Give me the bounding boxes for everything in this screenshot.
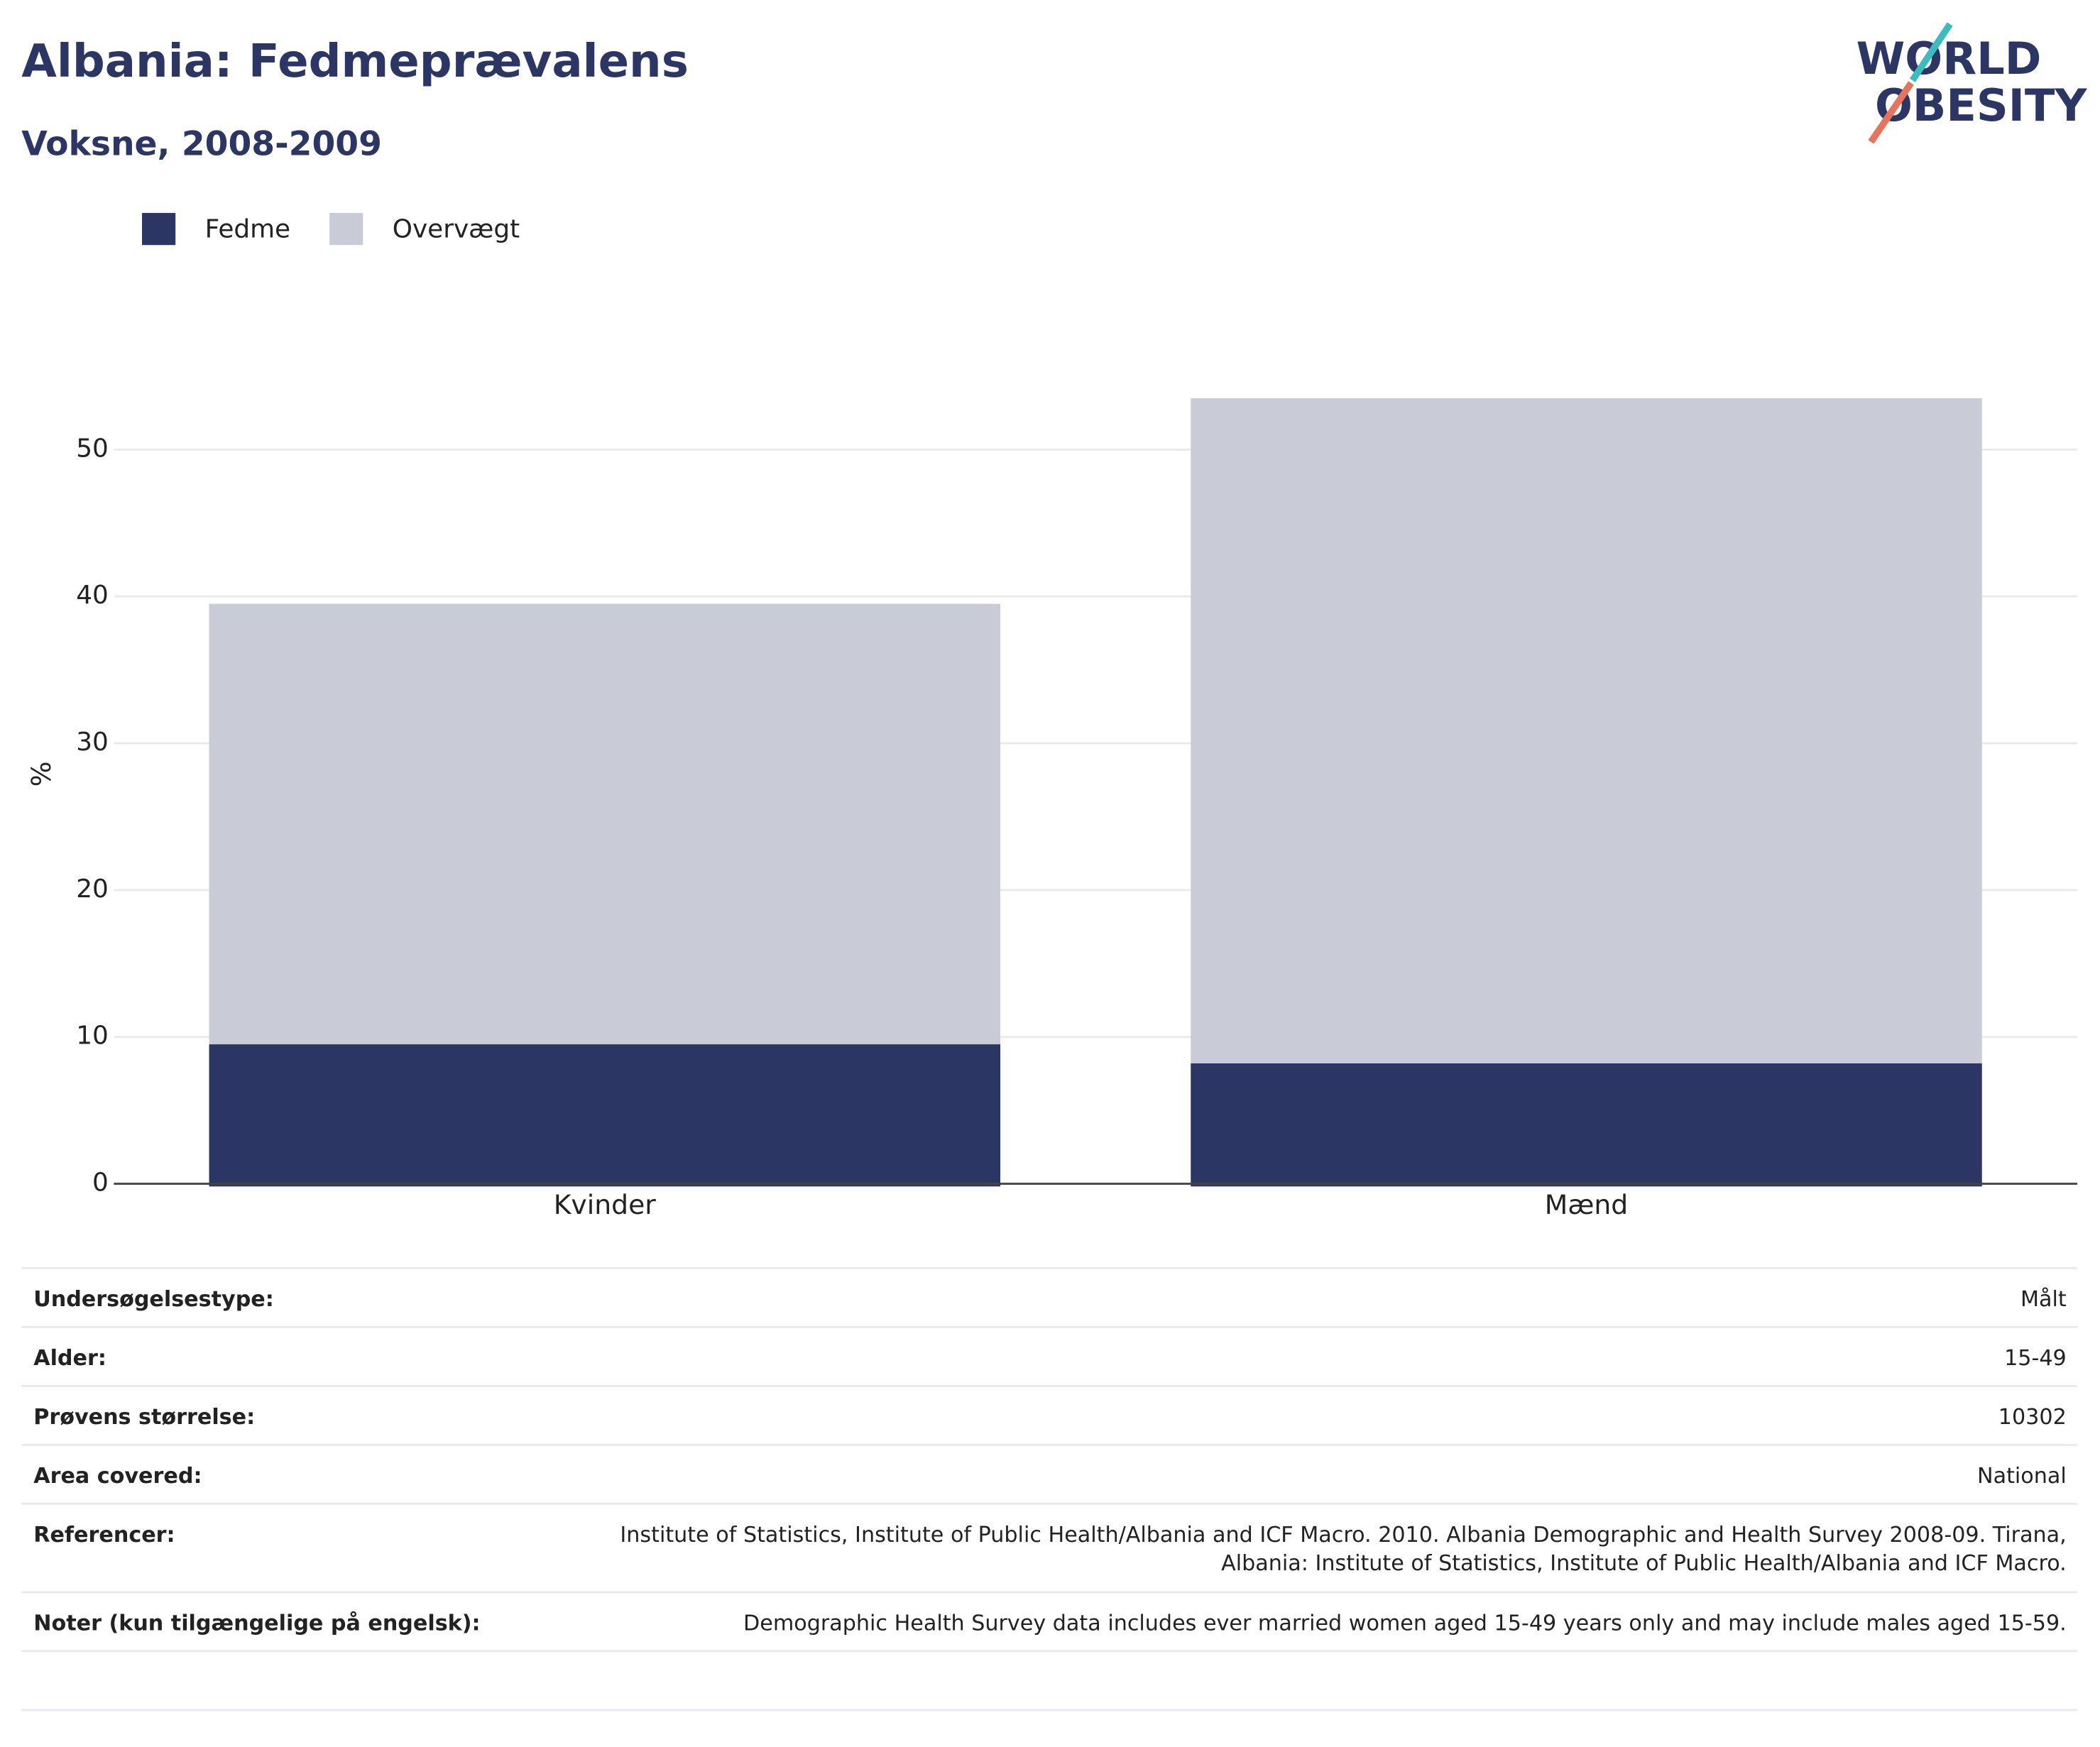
logo-slash bbox=[1868, 81, 1914, 144]
row-value: Demographic Health Survey data includes … bbox=[743, 1611, 2067, 1636]
row-value: Målt bbox=[2020, 1287, 2067, 1312]
legend-swatch bbox=[329, 212, 363, 246]
row-value: National bbox=[1977, 1464, 2067, 1489]
x-tick-label: Kvinder bbox=[554, 1189, 657, 1220]
row-value: 10302 bbox=[1998, 1405, 2067, 1430]
row-label: Referencer: bbox=[33, 1523, 175, 1548]
legend-swatch bbox=[142, 212, 176, 246]
x-tick-label: Mænd bbox=[1545, 1189, 1628, 1220]
info-table: Undersøgelsestype: Målt Alder: 15-49 Prøvens… bbox=[21, 1267, 2077, 1712]
y-tick-label: 0 bbox=[92, 1168, 109, 1198]
legend-label: Fedme bbox=[205, 214, 290, 243]
y-axis-label: % bbox=[26, 761, 57, 787]
chart-title: Albania: Fedmeprævalens bbox=[21, 35, 689, 88]
y-tick-label: 30 bbox=[76, 728, 109, 757]
plot: 0 10 20 30 40 50 Fedme Overvægt Kvinder Mænd bbox=[76, 212, 2077, 1220]
logo-slash bbox=[1909, 22, 1953, 82]
row-label: Noter (kun tilgængelige på engelsk): bbox=[33, 1611, 480, 1636]
row-label: Undersøgelsestype: bbox=[33, 1287, 274, 1312]
bar-segment bbox=[209, 603, 1001, 1045]
row-label: Prøvens størrelse: bbox=[33, 1405, 255, 1430]
row-value: Albania: Institute of Statistics, Instit… bbox=[1221, 1551, 2067, 1576]
logo: WORLD OBESITY bbox=[1856, 22, 2087, 144]
y-tick-label: 50 bbox=[76, 434, 109, 463]
row-label: Area covered: bbox=[33, 1464, 202, 1489]
y-tick-label: 10 bbox=[76, 1022, 109, 1051]
row-value: 15-49 bbox=[2004, 1346, 2067, 1371]
bar-segment bbox=[209, 1044, 1001, 1187]
row-value: Institute of Statistics, Institute of Pu… bbox=[620, 1523, 2066, 1548]
bar-segment bbox=[1191, 398, 1982, 1063]
bar-segment bbox=[1191, 1063, 1982, 1187]
logo-text: WORLD bbox=[1856, 33, 2042, 84]
chart-subtitle: Voksne, 2008-2009 bbox=[21, 125, 382, 164]
row-label: Alder: bbox=[33, 1346, 106, 1371]
y-tick-label: 20 bbox=[76, 875, 109, 904]
legend-label: Overvægt bbox=[393, 214, 520, 243]
y-tick-label: 40 bbox=[76, 581, 109, 610]
